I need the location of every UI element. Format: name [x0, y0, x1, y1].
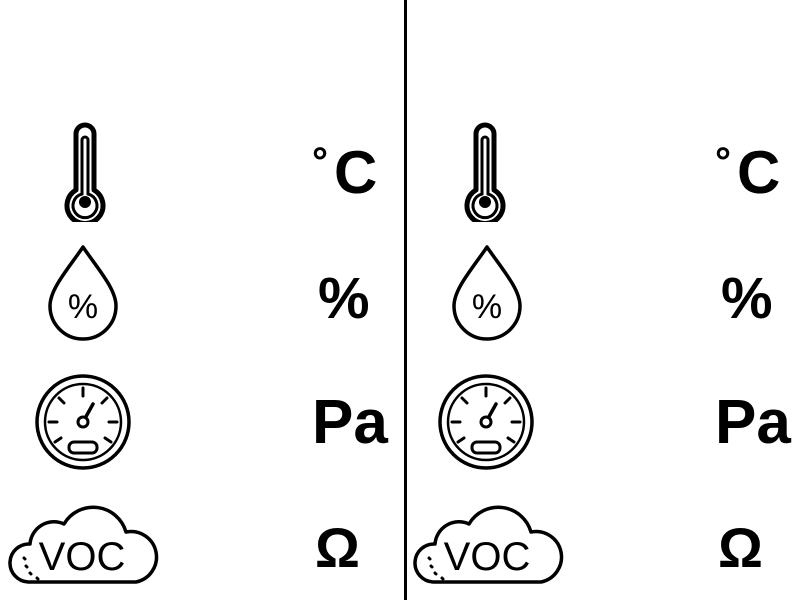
pressure-gauge-icon	[35, 374, 131, 470]
left-panel: ° C % % Pa VOC Ω	[8, 122, 388, 584]
humidity-drop-label: %	[472, 288, 502, 326]
humidity-drop-label: %	[68, 288, 98, 326]
thermometer-icon	[464, 122, 506, 222]
resistance-unit-label: Ω	[718, 516, 763, 579]
temperature-unit-label: ° C	[715, 139, 781, 206]
pressure-unit-label: Pa	[312, 388, 388, 457]
voc-cloud-icon: VOC	[8, 505, 159, 584]
voc-cloud-icon: VOC	[413, 505, 564, 584]
voc-cloud-label: VOC	[444, 535, 531, 579]
panel-divider	[404, 0, 407, 600]
voc-cloud-label: VOC	[39, 535, 126, 579]
thermometer-icon	[64, 122, 106, 222]
pressure-unit-label: Pa	[715, 388, 791, 457]
right-panel: ° C % % Pa VOC Ω	[403, 0, 800, 600]
humidity-drop-icon: %	[452, 245, 522, 341]
temperature-unit-label: ° C	[312, 139, 378, 206]
resistance-unit-label: Ω	[315, 516, 360, 579]
humidity-drop-icon: %	[48, 245, 118, 341]
humidity-unit-label: %	[318, 266, 370, 331]
humidity-unit-label: %	[721, 266, 773, 331]
pressure-gauge-icon	[438, 374, 534, 470]
